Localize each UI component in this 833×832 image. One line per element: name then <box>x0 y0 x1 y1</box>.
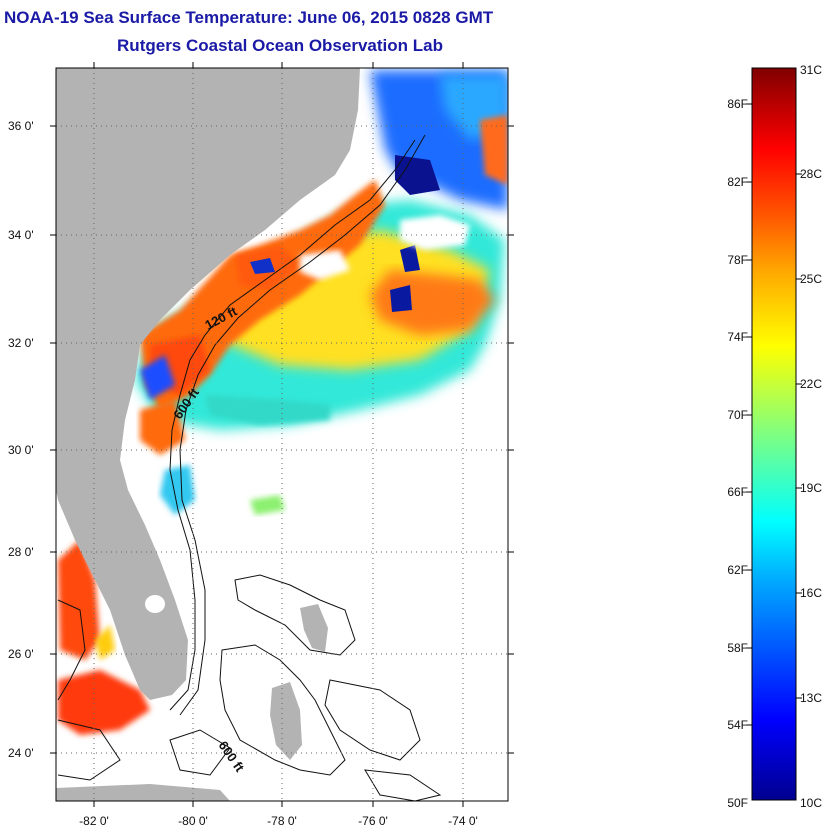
lon-label-82: -82 0' <box>79 814 109 828</box>
lat-label-26: 26 0' <box>8 647 34 661</box>
lat-label-30: 30 0' <box>8 443 34 457</box>
isobath-600ft <box>179 134 426 716</box>
cbar-label-16c: 16C <box>800 586 822 600</box>
lat-label-36: 36 0' <box>8 119 34 133</box>
cbar-label-50f: 50F <box>727 796 748 810</box>
cbar-label-86f: 86F <box>727 97 748 111</box>
graticule <box>56 68 508 801</box>
cbar-label-31c: 31C <box>800 63 822 77</box>
us-east-coast-land <box>56 68 360 700</box>
map-ticks <box>50 62 514 807</box>
map-subtitle: Rutgers Coastal Ocean Observation Lab <box>117 36 443 55</box>
lat-label-24: 24 0' <box>8 746 34 760</box>
lon-label-74: -74 0' <box>448 814 478 828</box>
andros-island <box>270 682 302 760</box>
temperature-colorbar: 86F 82F 78F 74F 70F 66F 62F 58F 54F 50F … <box>727 63 822 810</box>
abaco-island <box>300 604 328 652</box>
colorbar-celsius-labels: 31C 28C 25C 22C 19C 16C 13C 10C <box>800 63 822 810</box>
cbar-label-70f: 70F <box>727 408 748 422</box>
colorbar-fahrenheit-labels: 86F 82F 78F 74F 70F 66F 62F 58F 54F 50F <box>727 97 748 810</box>
lat-label-32: 32 0' <box>8 336 34 350</box>
latitude-labels: 36 0' 34 0' 32 0' 30 0' 28 0' 26 0' 24 0… <box>8 119 34 760</box>
isobaths <box>57 134 442 801</box>
cbar-label-58f: 58F <box>727 641 748 655</box>
lat-label-28: 28 0' <box>8 545 34 559</box>
isobath-120ft <box>169 139 416 711</box>
lon-label-76: -76 0' <box>358 814 388 828</box>
map-title: NOAA-19 Sea Surface Temperature: June 06… <box>4 8 494 27</box>
cbar-label-13c: 13C <box>800 691 822 705</box>
cbar-label-54f: 54F <box>727 718 748 732</box>
cbar-label-10c: 10C <box>800 796 822 810</box>
longitude-labels: -82 0' -80 0' -78 0' -76 0' -74 0' <box>79 814 478 828</box>
lon-label-78: -78 0' <box>267 814 297 828</box>
cbar-label-22c: 22C <box>800 377 822 391</box>
cbar-label-78f: 78F <box>727 253 748 267</box>
sst-map: 120 ft 600 ft 600 ft <box>56 68 508 801</box>
gulf-coast-land <box>56 784 230 801</box>
cbar-label-28c: 28C <box>800 167 822 181</box>
lat-label-34: 34 0' <box>8 228 34 242</box>
cbar-label-62f: 62F <box>727 563 748 577</box>
lon-label-80: -80 0' <box>178 814 208 828</box>
cbar-label-19c: 19C <box>800 481 822 495</box>
land <box>56 68 360 801</box>
sst-field <box>58 70 508 735</box>
colorbar-gradient <box>751 67 797 801</box>
cbar-label-66f: 66F <box>727 485 748 499</box>
lake-okeechobee <box>145 595 165 613</box>
cbar-label-74f: 74F <box>727 330 748 344</box>
cbar-label-82f: 82F <box>727 175 748 189</box>
cbar-label-25c: 25C <box>800 272 822 286</box>
